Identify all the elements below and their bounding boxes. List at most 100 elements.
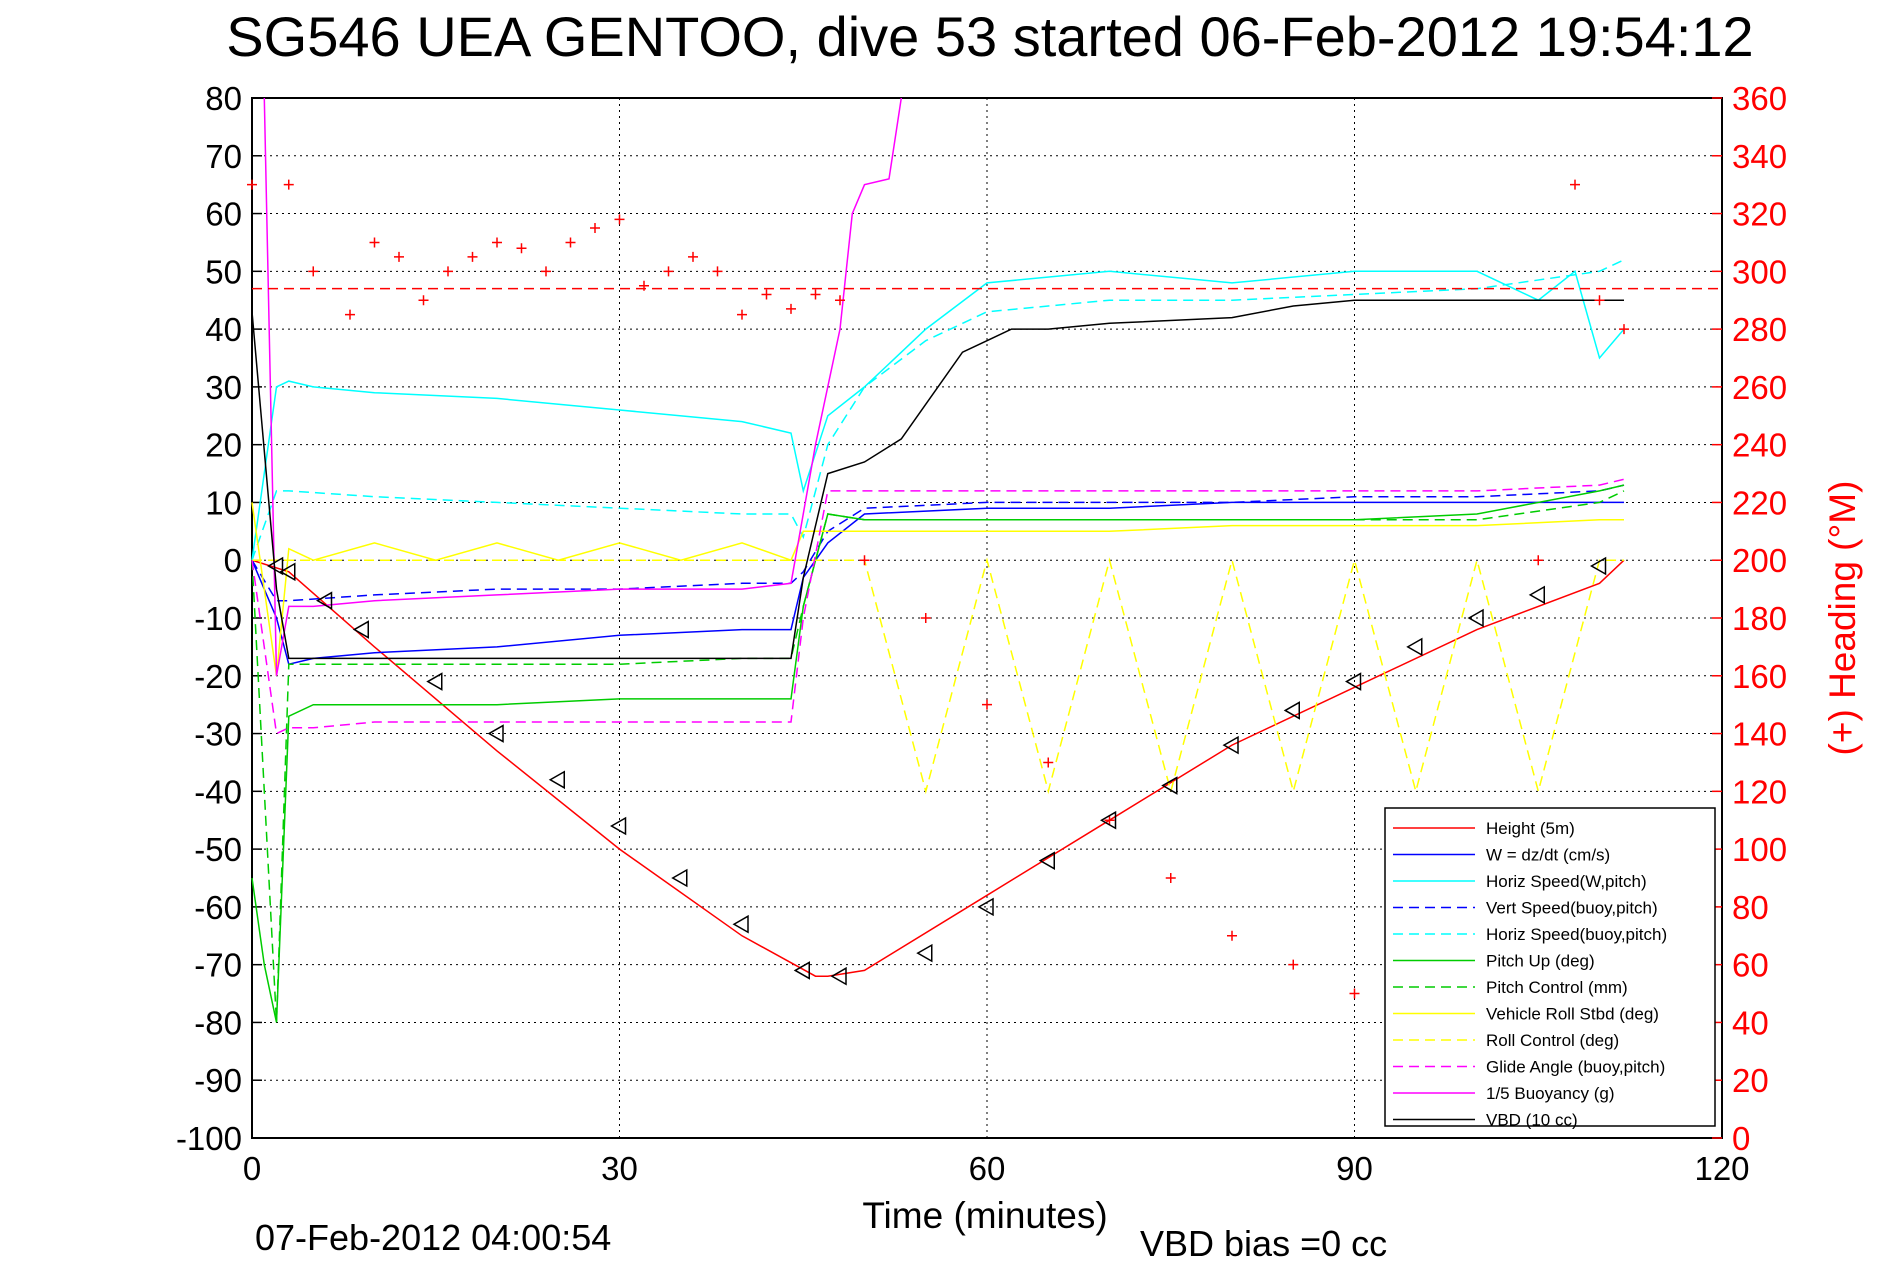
depth-marker xyxy=(1222,735,1239,755)
depth-marker xyxy=(1161,776,1178,795)
legend-label: W = dz/dt (cm/s) xyxy=(1486,846,1610,865)
y-right-tick-label: 300 xyxy=(1732,253,1787,290)
series-line xyxy=(251,484,1625,1023)
heading-point xyxy=(761,289,772,300)
y-tick-label: 50 xyxy=(205,253,242,290)
heading-point xyxy=(737,309,747,320)
depth-marker xyxy=(1099,810,1117,830)
y-right-tick-label: 60 xyxy=(1732,947,1769,984)
y-tick-label: -40 xyxy=(194,773,242,810)
depth-marker xyxy=(266,556,284,576)
heading-point xyxy=(1594,295,1605,306)
y-tick-label: 20 xyxy=(205,427,242,464)
depth-marker xyxy=(548,770,565,790)
heading-point xyxy=(639,280,649,291)
depth-marker xyxy=(352,620,369,639)
x-tick-label: 60 xyxy=(969,1150,1006,1187)
y-tick-label: 70 xyxy=(205,138,242,175)
heading-point xyxy=(467,251,478,262)
heading-point xyxy=(443,266,453,277)
heading-point xyxy=(663,266,674,277)
series-line xyxy=(251,259,1625,561)
heading-point xyxy=(345,309,355,320)
y-right-tick-label: 260 xyxy=(1732,369,1787,406)
footer-vbd-bias: VBD bias =0 cc xyxy=(1140,1223,1387,1262)
heading-point xyxy=(516,243,527,254)
depth-marker xyxy=(916,943,933,963)
y-right-tick-label: 200 xyxy=(1732,542,1787,579)
heading-point xyxy=(1619,324,1629,335)
legend-label: Pitch Control (mm) xyxy=(1486,978,1628,997)
heading-point xyxy=(614,214,625,225)
series-line xyxy=(251,502,1624,676)
y-tick-label: -90 xyxy=(194,1062,242,1099)
heading-point xyxy=(1533,555,1544,566)
depth-marker xyxy=(426,672,443,691)
legend-label: Vert Speed(buoy,pitch) xyxy=(1486,899,1658,918)
series-line xyxy=(251,484,1625,602)
y-tick-label: -50 xyxy=(194,831,242,868)
y-tick-label: 30 xyxy=(205,369,242,406)
heading-point xyxy=(688,251,698,262)
y-right-tick-label: 20 xyxy=(1732,1062,1769,1099)
y-tick-label: -70 xyxy=(194,947,242,984)
heading-point xyxy=(1349,988,1360,999)
legend-label: Roll Control (deg) xyxy=(1486,1031,1619,1050)
legend-label: Vehicle Roll Stbd (deg) xyxy=(1486,1005,1659,1024)
heading-point xyxy=(308,266,319,277)
y-right-tick-label: 40 xyxy=(1732,1004,1769,1041)
heading-point xyxy=(920,613,931,623)
heading-point xyxy=(394,251,404,262)
legend-box xyxy=(1384,807,1716,1127)
y-tick-label: -80 xyxy=(194,1004,242,1041)
y-tick-label: 0 xyxy=(224,542,242,579)
y-axis-right-label: (+) Heading (°M) xyxy=(1822,481,1863,756)
legend-label: VBD (10 cc) xyxy=(1486,1111,1578,1130)
chart-title: SG546 UEA GENTOO, dive 53 started 06-Feb… xyxy=(226,5,1753,68)
heading-point xyxy=(590,223,600,233)
legend-label: Glide Angle (buoy,pitch) xyxy=(1486,1058,1665,1077)
x-axis-label: Time (minutes) xyxy=(862,1195,1107,1236)
depth-marker xyxy=(671,868,688,888)
y-tick-label: -100 xyxy=(176,1120,242,1157)
heading-point xyxy=(1288,959,1299,970)
depth-marker xyxy=(1038,851,1055,870)
depth-marker xyxy=(1406,637,1423,657)
marker-layer xyxy=(266,556,1607,986)
heading-point xyxy=(810,289,821,300)
heading-point xyxy=(1104,815,1115,826)
heading-point xyxy=(492,237,502,248)
depth-marker xyxy=(1467,608,1484,628)
heading-point xyxy=(786,303,796,314)
series-line xyxy=(252,557,1624,795)
y-tick-label: 10 xyxy=(205,484,242,521)
x-tick-label: 120 xyxy=(1694,1150,1749,1187)
heading-point xyxy=(541,266,551,277)
y-right-tick-label: 160 xyxy=(1732,658,1787,695)
heading-point xyxy=(982,699,992,710)
y-right-tick-label: 140 xyxy=(1732,716,1787,753)
y-right-tick-label: 220 xyxy=(1732,484,1787,521)
y-axis-left: 80 70 60 50 40 30 20 10 0 -10 -20 -30 -40 -50 -60 -70 -8… xyxy=(176,80,262,1157)
depth-marker xyxy=(1283,701,1300,720)
heading-point xyxy=(369,237,380,248)
legend-label: Height (5m) xyxy=(1486,819,1575,838)
heading-point xyxy=(418,295,429,306)
heading-point xyxy=(712,266,723,277)
depth-marker xyxy=(279,562,296,582)
depth-marker xyxy=(732,914,749,934)
legend-label: Horiz Speed(W,pitch) xyxy=(1486,872,1647,891)
y-right-tick-label: 180 xyxy=(1732,600,1787,637)
series-line xyxy=(251,490,1625,1023)
depth-marker xyxy=(977,897,994,917)
heading-point xyxy=(835,295,845,306)
x-tick-label: 30 xyxy=(601,1150,638,1187)
y-tick-label: 80 xyxy=(205,80,242,117)
depth-marker xyxy=(487,724,504,743)
legend-label: 1/5 Buoyancy (g) xyxy=(1486,1084,1615,1103)
heading-point xyxy=(1043,757,1054,768)
series-line xyxy=(251,478,1625,735)
y-tick-label: -20 xyxy=(194,658,242,695)
y-axis-right: 3603403203002802602402202001801601401201… xyxy=(1712,80,1787,1157)
